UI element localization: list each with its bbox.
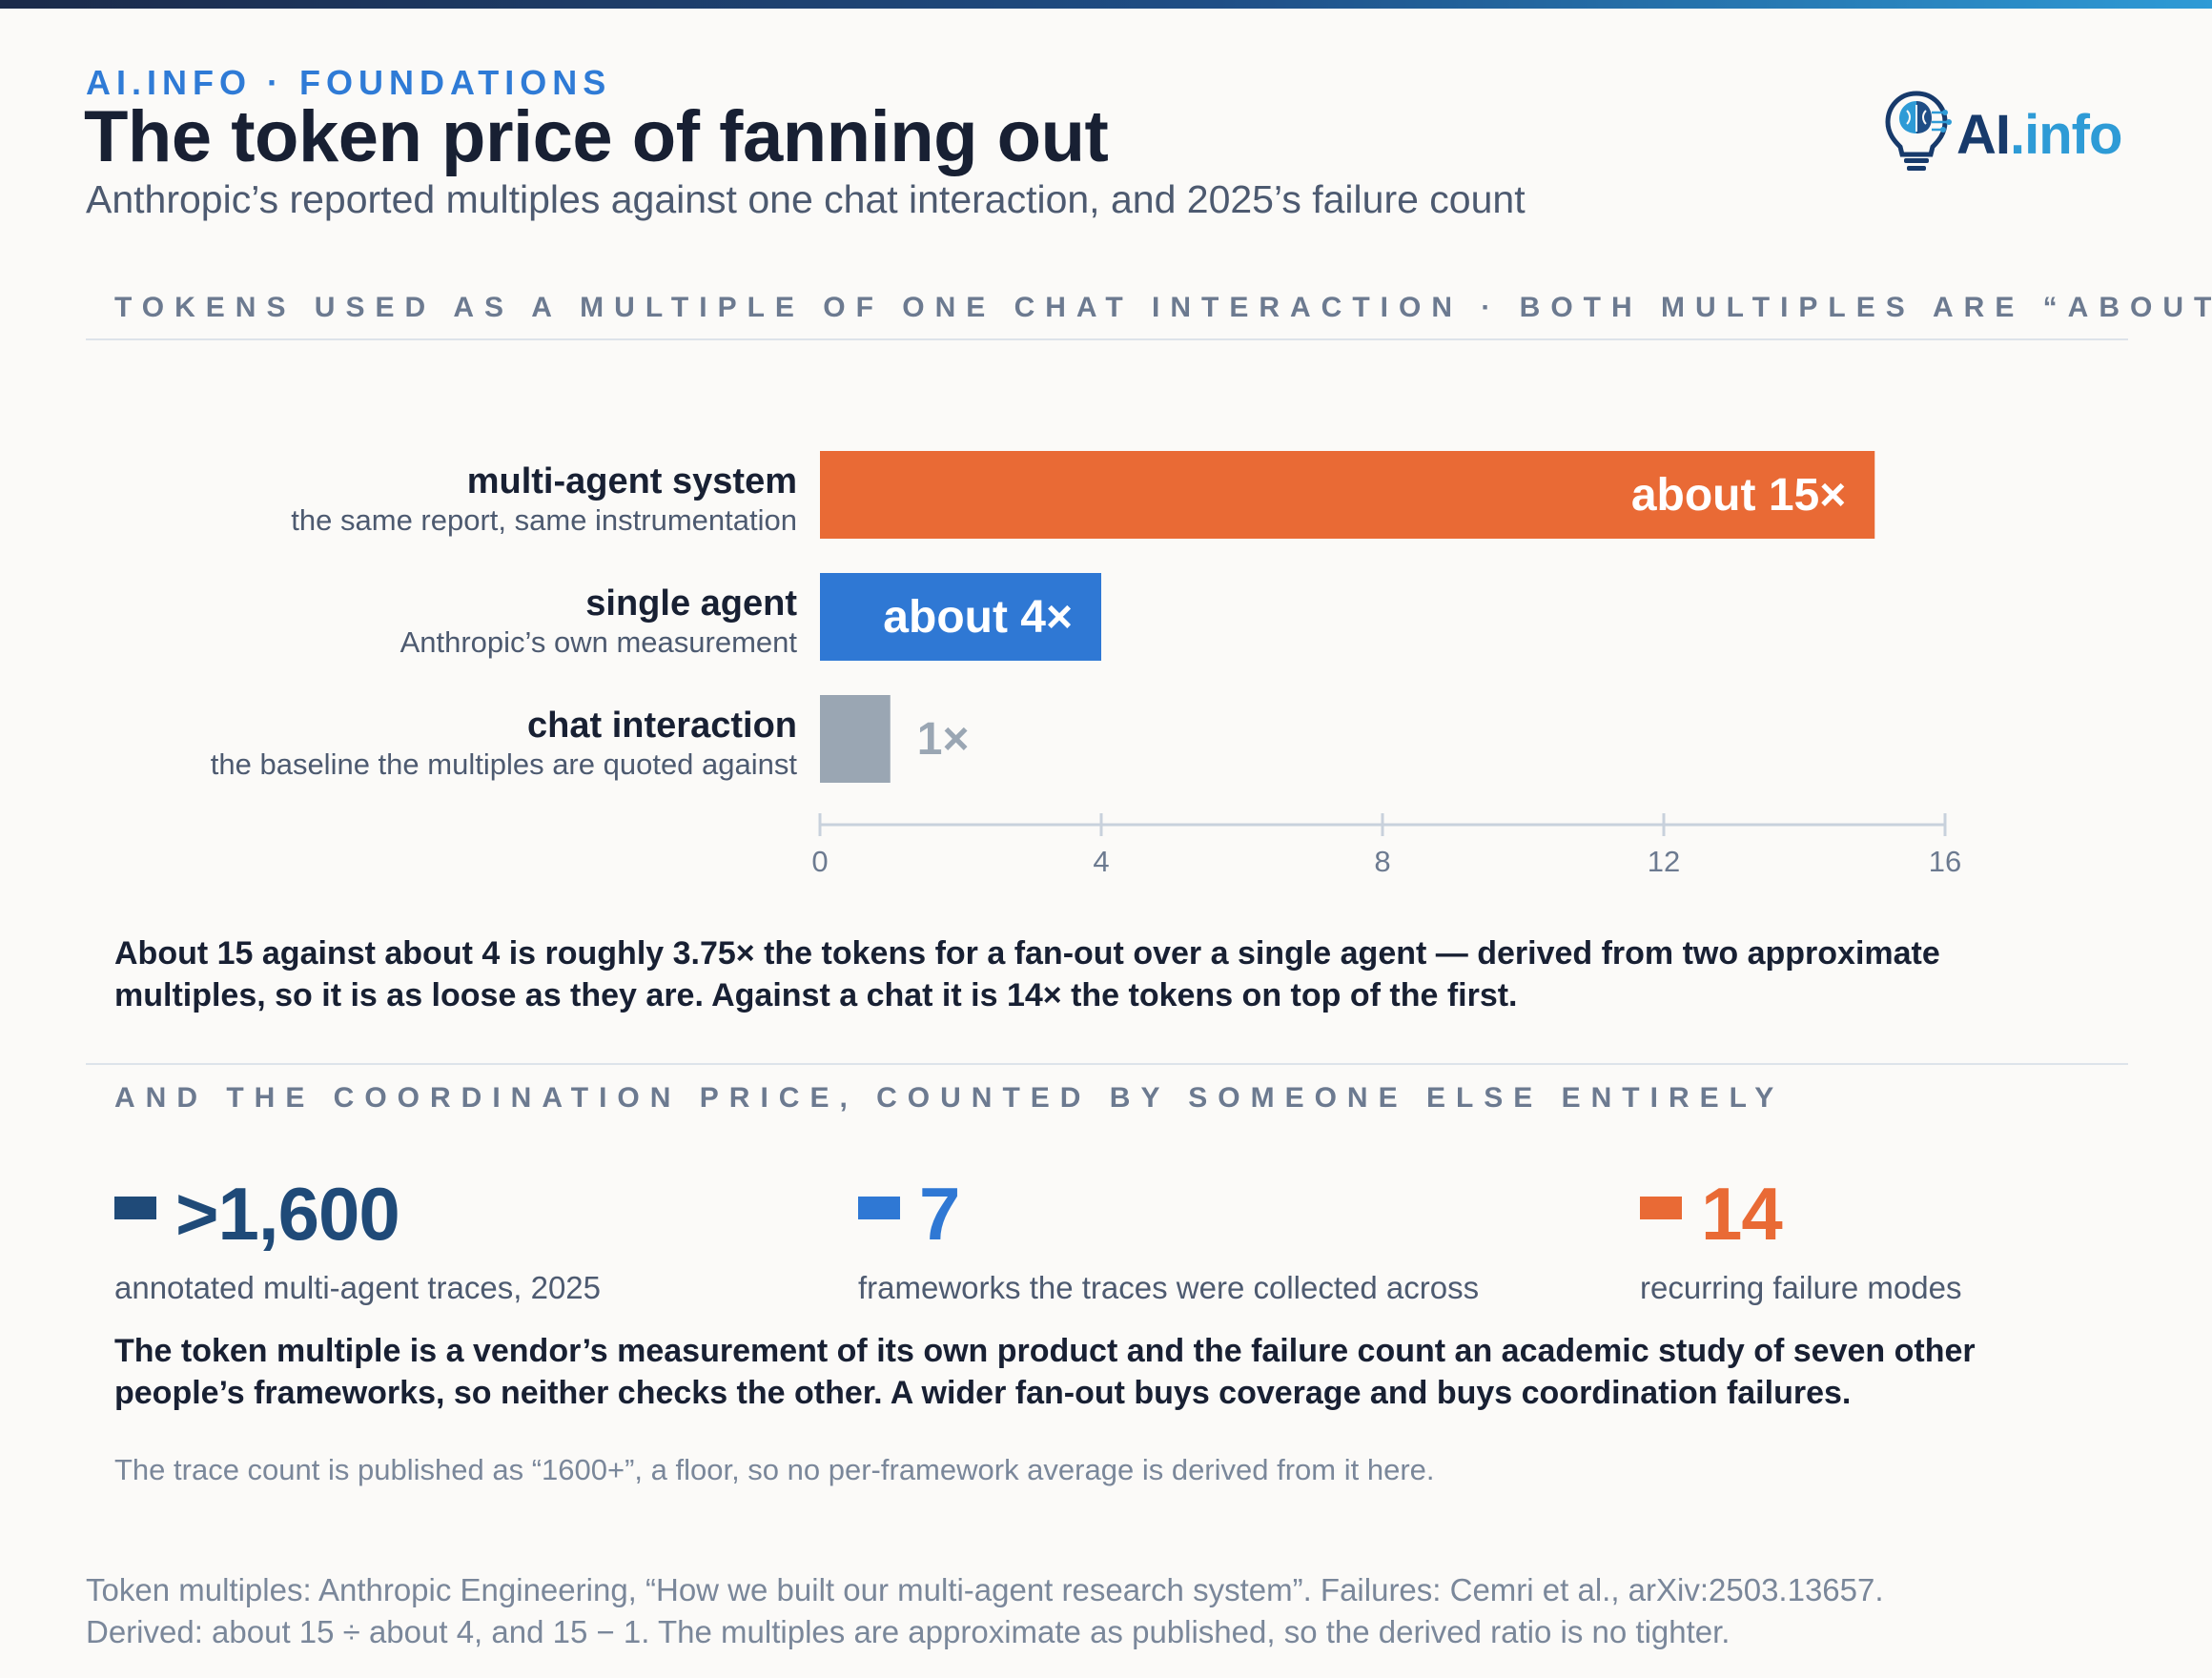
bar-category-note: the same report, same instrumentation — [291, 503, 797, 537]
section-divider — [86, 1063, 2128, 1065]
stat-value: 14 — [1701, 1172, 1783, 1256]
x-axis-tick-label: 4 — [1093, 845, 1109, 878]
x-axis-tick-label: 12 — [1648, 845, 1680, 878]
comparison-note: The token multiple is a vendor’s measure… — [114, 1333, 1976, 1411]
stat-value: 7 — [919, 1172, 960, 1256]
top-accent-bar — [0, 0, 2212, 9]
bar-data-label: 1× — [917, 714, 970, 765]
coordination-section-title: AND THE COORDINATION PRICE, COUNTED BY S… — [114, 1082, 1785, 1114]
bar-data-label: about 4× — [883, 592, 1073, 643]
stat-label: annotated multi-agent traces, 2025 — [114, 1270, 602, 1305]
bar — [820, 573, 1101, 661]
section-divider — [86, 338, 2128, 340]
tokens-section-title: TOKENS USED AS A MULTIPLE OF ONE CHAT IN… — [114, 292, 2212, 323]
bar-category-note: the baseline the multiples are quoted ag… — [211, 747, 798, 781]
stat-value: >1,600 — [175, 1172, 400, 1256]
bar-category-note: Anthropic’s own measurement — [400, 625, 798, 659]
bar — [820, 695, 891, 783]
floor-note: The trace count is published as “1600+”,… — [114, 1453, 1435, 1486]
logo-wordmark: AI.info — [1956, 103, 2122, 167]
logo-text-main: AI — [1956, 104, 2011, 166]
stat-label: frameworks the traces were collected acr… — [858, 1270, 1480, 1305]
source-line-2: Derived: about 15 ÷ about 4, and 15 − 1.… — [86, 1614, 1731, 1649]
lightbulb-brain-icon — [1885, 91, 1952, 171]
bar-data-label: about 15× — [1631, 470, 1846, 521]
stat-swatch — [114, 1197, 156, 1219]
bar-category-label: chat interaction — [527, 706, 797, 746]
kicker: AI.INFO · FOUNDATIONS — [86, 63, 612, 102]
page-title: The token price of fanning out — [84, 96, 1109, 177]
source-line-1: Token multiples: Anthropic Engineering, … — [86, 1572, 1884, 1607]
bar-category-label: single agent — [585, 583, 797, 624]
x-axis-tick-label: 16 — [1929, 845, 1961, 878]
stat-label: recurring failure modes — [1640, 1270, 1962, 1305]
stat-swatch — [858, 1197, 900, 1219]
x-axis-tick-label: 8 — [1374, 845, 1390, 878]
bar — [820, 451, 1875, 539]
ratio-note: About 15 against about 4 is roughly 3.75… — [114, 935, 1940, 1013]
x-axis-tick-label: 0 — [811, 845, 828, 878]
bar-category-label: multi-agent system — [467, 461, 797, 501]
logo-text-dot: .info — [2010, 104, 2122, 166]
stat-swatch — [1640, 1197, 1682, 1219]
page-subtitle: Anthropic’s reported multiples against o… — [86, 177, 1526, 221]
